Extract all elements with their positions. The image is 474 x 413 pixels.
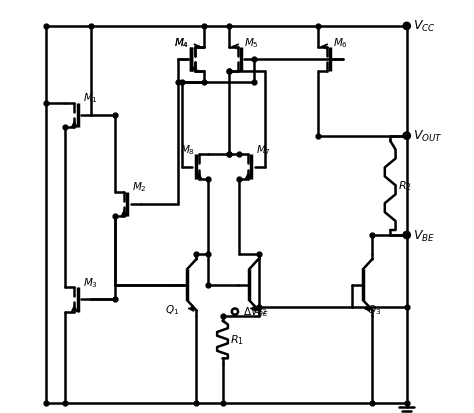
Text: $V_{OUT}$: $V_{OUT}$ [412,129,442,144]
Text: $M_5$: $M_5$ [245,36,259,50]
Text: $M_4$: $M_4$ [174,36,189,50]
Text: $M_2$: $M_2$ [132,180,147,194]
Text: $M_3$: $M_3$ [82,275,98,289]
Text: $M_4$: $M_4$ [174,36,189,50]
Text: $Q_1$: $Q_1$ [164,302,179,316]
Text: $V_{BE}$: $V_{BE}$ [412,228,435,243]
Text: $M_6$: $M_6$ [334,36,348,50]
Text: $Q_3$: $Q_3$ [366,302,381,316]
Text: $\Delta V_{BE}$: $\Delta V_{BE}$ [243,304,269,318]
Text: $M_7$: $M_7$ [256,143,272,157]
Text: $M_1$: $M_1$ [82,91,98,105]
Text: $M_8$: $M_8$ [180,143,195,157]
Text: $R_1$: $R_1$ [230,333,244,347]
Text: $V_{CC}$: $V_{CC}$ [412,19,435,34]
Text: $R_2$: $R_2$ [398,179,411,193]
Text: $Q_2$: $Q_2$ [253,302,267,316]
